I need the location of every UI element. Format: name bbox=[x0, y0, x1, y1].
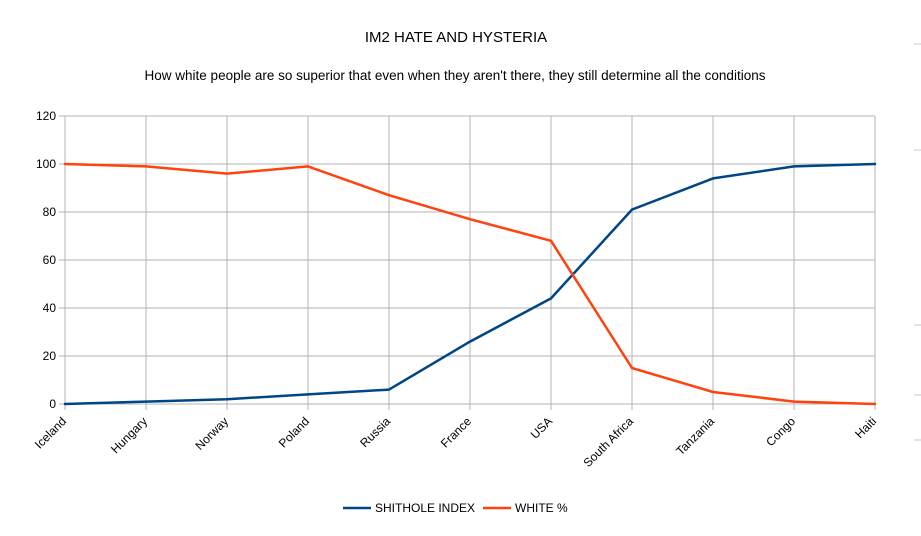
data-point-shithole-index bbox=[873, 162, 877, 166]
data-point-shithole-index bbox=[468, 340, 472, 343]
legend-label-white: WHITE % bbox=[515, 501, 568, 515]
data-point-shithole-index bbox=[63, 402, 67, 406]
x-tick-label: Hungary bbox=[108, 414, 150, 456]
x-tick-label: South Africa bbox=[580, 414, 636, 470]
plot-area: 0 20 40 60 80 100 120 Iceland Hungary Norway Polan… bbox=[32, 109, 879, 470]
x-tick-label: France bbox=[438, 414, 475, 451]
chart-subtitle: How white people are so superior that ev… bbox=[145, 68, 766, 83]
data-point-white bbox=[549, 239, 553, 242]
x-tick-label: Poland bbox=[276, 414, 312, 450]
data-point-white bbox=[873, 402, 877, 406]
data-point-shithole-index bbox=[792, 165, 796, 168]
data-point-shithole-index bbox=[387, 388, 391, 391]
x-tick-label: Haiti bbox=[852, 414, 879, 441]
y-tick-label: 80 bbox=[43, 205, 57, 219]
data-point-shithole-index bbox=[549, 297, 553, 300]
y-tick-label: 20 bbox=[43, 349, 57, 363]
y-tick-label: 120 bbox=[36, 109, 56, 123]
data-point-white bbox=[63, 162, 67, 166]
data-point-shithole-index bbox=[225, 398, 229, 401]
data-point-shithole-index bbox=[144, 400, 148, 403]
data-point-white bbox=[144, 165, 148, 168]
chart-title: IM2 HATE AND HYSTERIA bbox=[365, 29, 547, 46]
data-point-white bbox=[468, 218, 472, 221]
data-point-white bbox=[387, 194, 391, 197]
x-tick-label: Tanzania bbox=[673, 414, 717, 458]
data-point-white bbox=[792, 400, 796, 403]
y-tick-label: 100 bbox=[36, 157, 56, 171]
x-tick-label: Russia bbox=[357, 414, 393, 450]
legend-label-shithole-index: SHITHOLE INDEX bbox=[375, 501, 475, 515]
data-point-white bbox=[630, 366, 634, 370]
y-tick-label: 0 bbox=[49, 397, 56, 411]
data-point-shithole-index bbox=[306, 393, 310, 396]
x-tick-label: Norway bbox=[192, 414, 231, 453]
x-tick-label: Congo bbox=[763, 414, 798, 449]
x-tick-label: USA bbox=[528, 414, 555, 441]
legend: SHITHOLE INDEX WHITE % bbox=[343, 501, 568, 515]
y-tick-label: 60 bbox=[43, 253, 57, 267]
data-point-white bbox=[306, 165, 310, 168]
data-point-white bbox=[225, 172, 229, 175]
data-point-shithole-index bbox=[630, 208, 634, 211]
x-tick-label: Iceland bbox=[32, 414, 69, 451]
data-point-shithole-index bbox=[711, 177, 715, 180]
data-point-white bbox=[711, 390, 715, 394]
y-tick-label: 40 bbox=[43, 301, 57, 315]
edge-artifacts bbox=[914, 43, 921, 441]
